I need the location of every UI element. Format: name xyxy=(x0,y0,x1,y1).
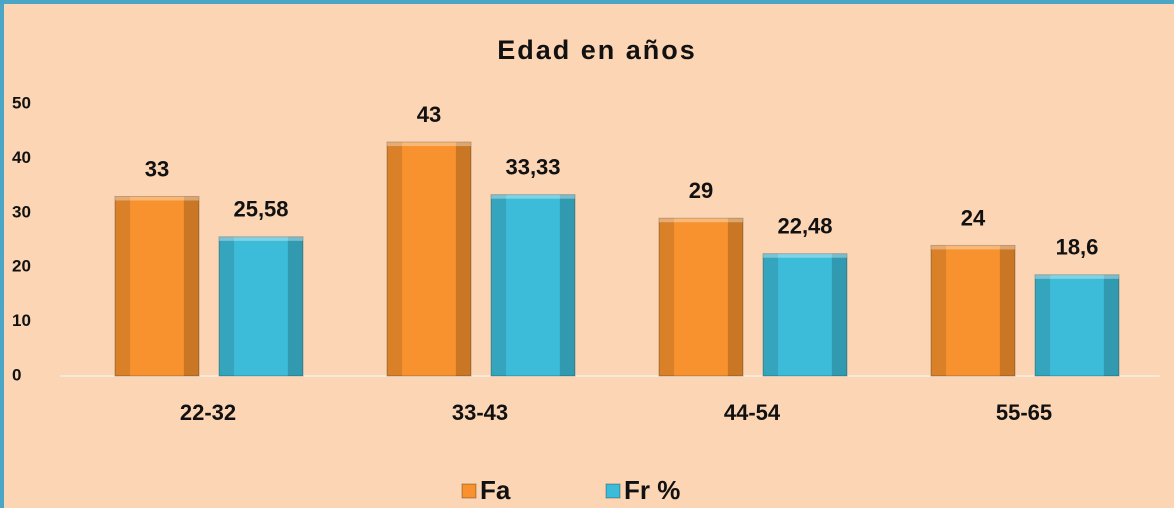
bar-shade xyxy=(763,253,779,376)
bar-shade xyxy=(287,236,303,376)
bar-cap xyxy=(1035,274,1119,279)
legend-swatch xyxy=(605,483,621,499)
bar-shade xyxy=(727,218,743,376)
bar-cap xyxy=(219,236,303,241)
bar-cap xyxy=(491,194,575,199)
bar xyxy=(658,217,744,377)
bar-cap xyxy=(115,196,199,201)
bar-shade xyxy=(1035,274,1051,376)
data-label: 33 xyxy=(145,156,169,181)
y-tick-label: 20 xyxy=(12,257,31,276)
y-tick-label: 50 xyxy=(12,93,31,112)
legend-label: Fr % xyxy=(624,475,680,505)
x-tick-label: 55-65 xyxy=(996,400,1052,425)
legend-label: Fa xyxy=(480,475,511,505)
data-label: 22,48 xyxy=(777,214,832,239)
bar-shade xyxy=(387,142,403,376)
bar-shade xyxy=(831,253,847,376)
bar-shade xyxy=(491,194,507,376)
bar-cap xyxy=(387,142,471,147)
bar xyxy=(762,253,848,377)
bar-shade xyxy=(659,218,675,376)
bar-shade xyxy=(999,245,1015,376)
data-label: 25,58 xyxy=(233,197,288,222)
x-tick-label: 33-43 xyxy=(452,400,508,425)
bar-cap xyxy=(659,218,743,223)
bar xyxy=(930,244,1016,377)
bar-shade xyxy=(219,236,235,376)
y-tick-label: 0 xyxy=(12,365,21,384)
x-tick-label: 22-32 xyxy=(180,400,236,425)
data-label: 24 xyxy=(961,205,986,230)
bar-shade xyxy=(931,245,947,376)
bar-shade xyxy=(1103,274,1119,376)
bar xyxy=(218,236,304,377)
data-label: 18,6 xyxy=(1056,235,1099,260)
bar xyxy=(1034,274,1120,377)
bar-cap xyxy=(931,245,1015,250)
x-tick-label: 44-54 xyxy=(724,400,781,425)
bar xyxy=(490,194,576,377)
y-tick-label: 30 xyxy=(12,202,31,221)
bar-shade xyxy=(455,142,471,376)
data-label: 33,33 xyxy=(505,154,560,179)
bar-shade xyxy=(115,196,131,376)
legend-swatch xyxy=(461,483,477,499)
data-label: 29 xyxy=(689,178,713,203)
y-tick-label: 40 xyxy=(12,148,31,167)
y-tick-label: 10 xyxy=(12,311,31,330)
bar-cap xyxy=(763,253,847,258)
bar-shade xyxy=(559,194,575,376)
bar xyxy=(386,141,472,377)
data-label: 43 xyxy=(417,102,441,127)
bar-shade xyxy=(183,196,199,376)
bar xyxy=(114,195,200,377)
chart-title: Edad en años xyxy=(497,35,697,65)
